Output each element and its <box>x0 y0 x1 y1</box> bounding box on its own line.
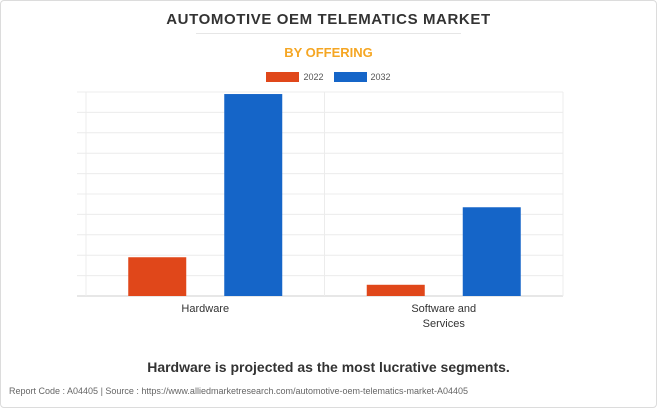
legend: 2022 2032 <box>0 72 657 82</box>
title-divider <box>196 33 461 34</box>
legend-swatch-2032 <box>333 72 367 82</box>
source-footer: Report Code : A04405 | Source : https://… <box>9 386 469 396</box>
x-tick-label: Software and Services <box>411 303 476 330</box>
chart-headline: Hardware is projected as the most lucrat… <box>147 359 510 375</box>
legend-item-2032[interactable]: 2032 <box>333 72 391 82</box>
legend-swatch-2022 <box>266 72 300 82</box>
chart-subtitle: BY OFFERING <box>284 45 373 60</box>
legend-label-2022: 2022 <box>303 72 324 82</box>
bar-2022-1 <box>366 284 425 296</box>
bar-2032-0 <box>224 94 283 296</box>
bar-chart: Hardware Software and Services <box>77 91 564 330</box>
bar-2022-0 <box>128 257 187 296</box>
legend-item-2022[interactable]: 2022 <box>266 72 324 82</box>
bar-2032-1 <box>462 207 521 296</box>
legend-label-2032: 2032 <box>370 72 391 82</box>
x-tick-label: Hardware <box>181 303 229 315</box>
chart-title: AUTOMOTIVE OEM TELEMATICS MARKET <box>166 11 491 28</box>
